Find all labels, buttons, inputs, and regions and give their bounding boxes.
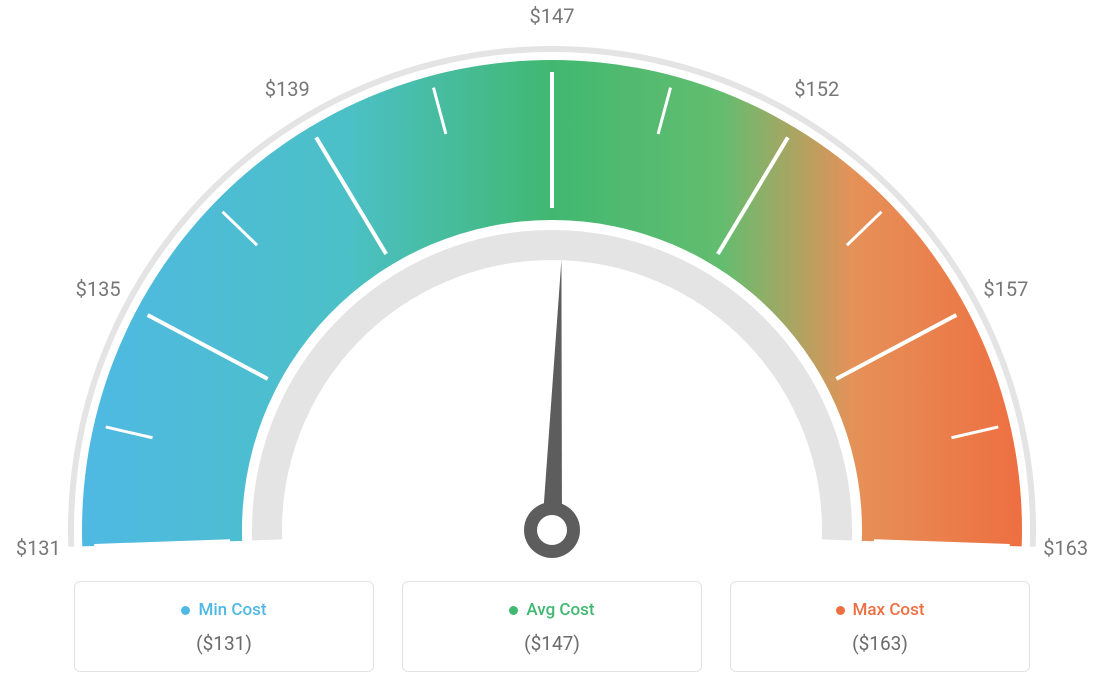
legend-value-avg: ($147) xyxy=(413,632,691,655)
legend-label-min: Min Cost xyxy=(198,600,266,620)
gauge-tick-label: $131 xyxy=(16,536,61,560)
legend-label-row: Min Cost xyxy=(85,600,363,620)
legend-dot-min xyxy=(181,606,190,615)
gauge-tick-label: $139 xyxy=(265,77,310,101)
legend-label-row: Max Cost xyxy=(741,600,1019,620)
gauge-tick-label: $135 xyxy=(76,277,121,301)
gauge-tick-label: $163 xyxy=(1043,536,1088,560)
legend-value-max: ($163) xyxy=(741,632,1019,655)
legend-dot-max xyxy=(836,606,845,615)
legend-label-row: Avg Cost xyxy=(413,600,691,620)
legend-label-max: Max Cost xyxy=(853,600,925,620)
gauge-tick-label: $157 xyxy=(983,277,1028,301)
gauge-chart: $131 $135 $139 $147 $152 $157 $163 xyxy=(0,0,1104,560)
legend-card-avg: Avg Cost ($147) xyxy=(402,581,702,672)
legend-row: Min Cost ($131) Avg Cost ($147) Max Cost… xyxy=(0,581,1104,672)
legend-card-min: Min Cost ($131) xyxy=(74,581,374,672)
legend-value-min: ($131) xyxy=(85,632,363,655)
gauge-tick-label: $152 xyxy=(794,77,839,101)
legend-label-avg: Avg Cost xyxy=(526,600,594,620)
gauge-svg xyxy=(0,0,1104,560)
legend-card-max: Max Cost ($163) xyxy=(730,581,1030,672)
legend-dot-avg xyxy=(509,606,518,615)
gauge-tick-label: $147 xyxy=(530,4,575,28)
